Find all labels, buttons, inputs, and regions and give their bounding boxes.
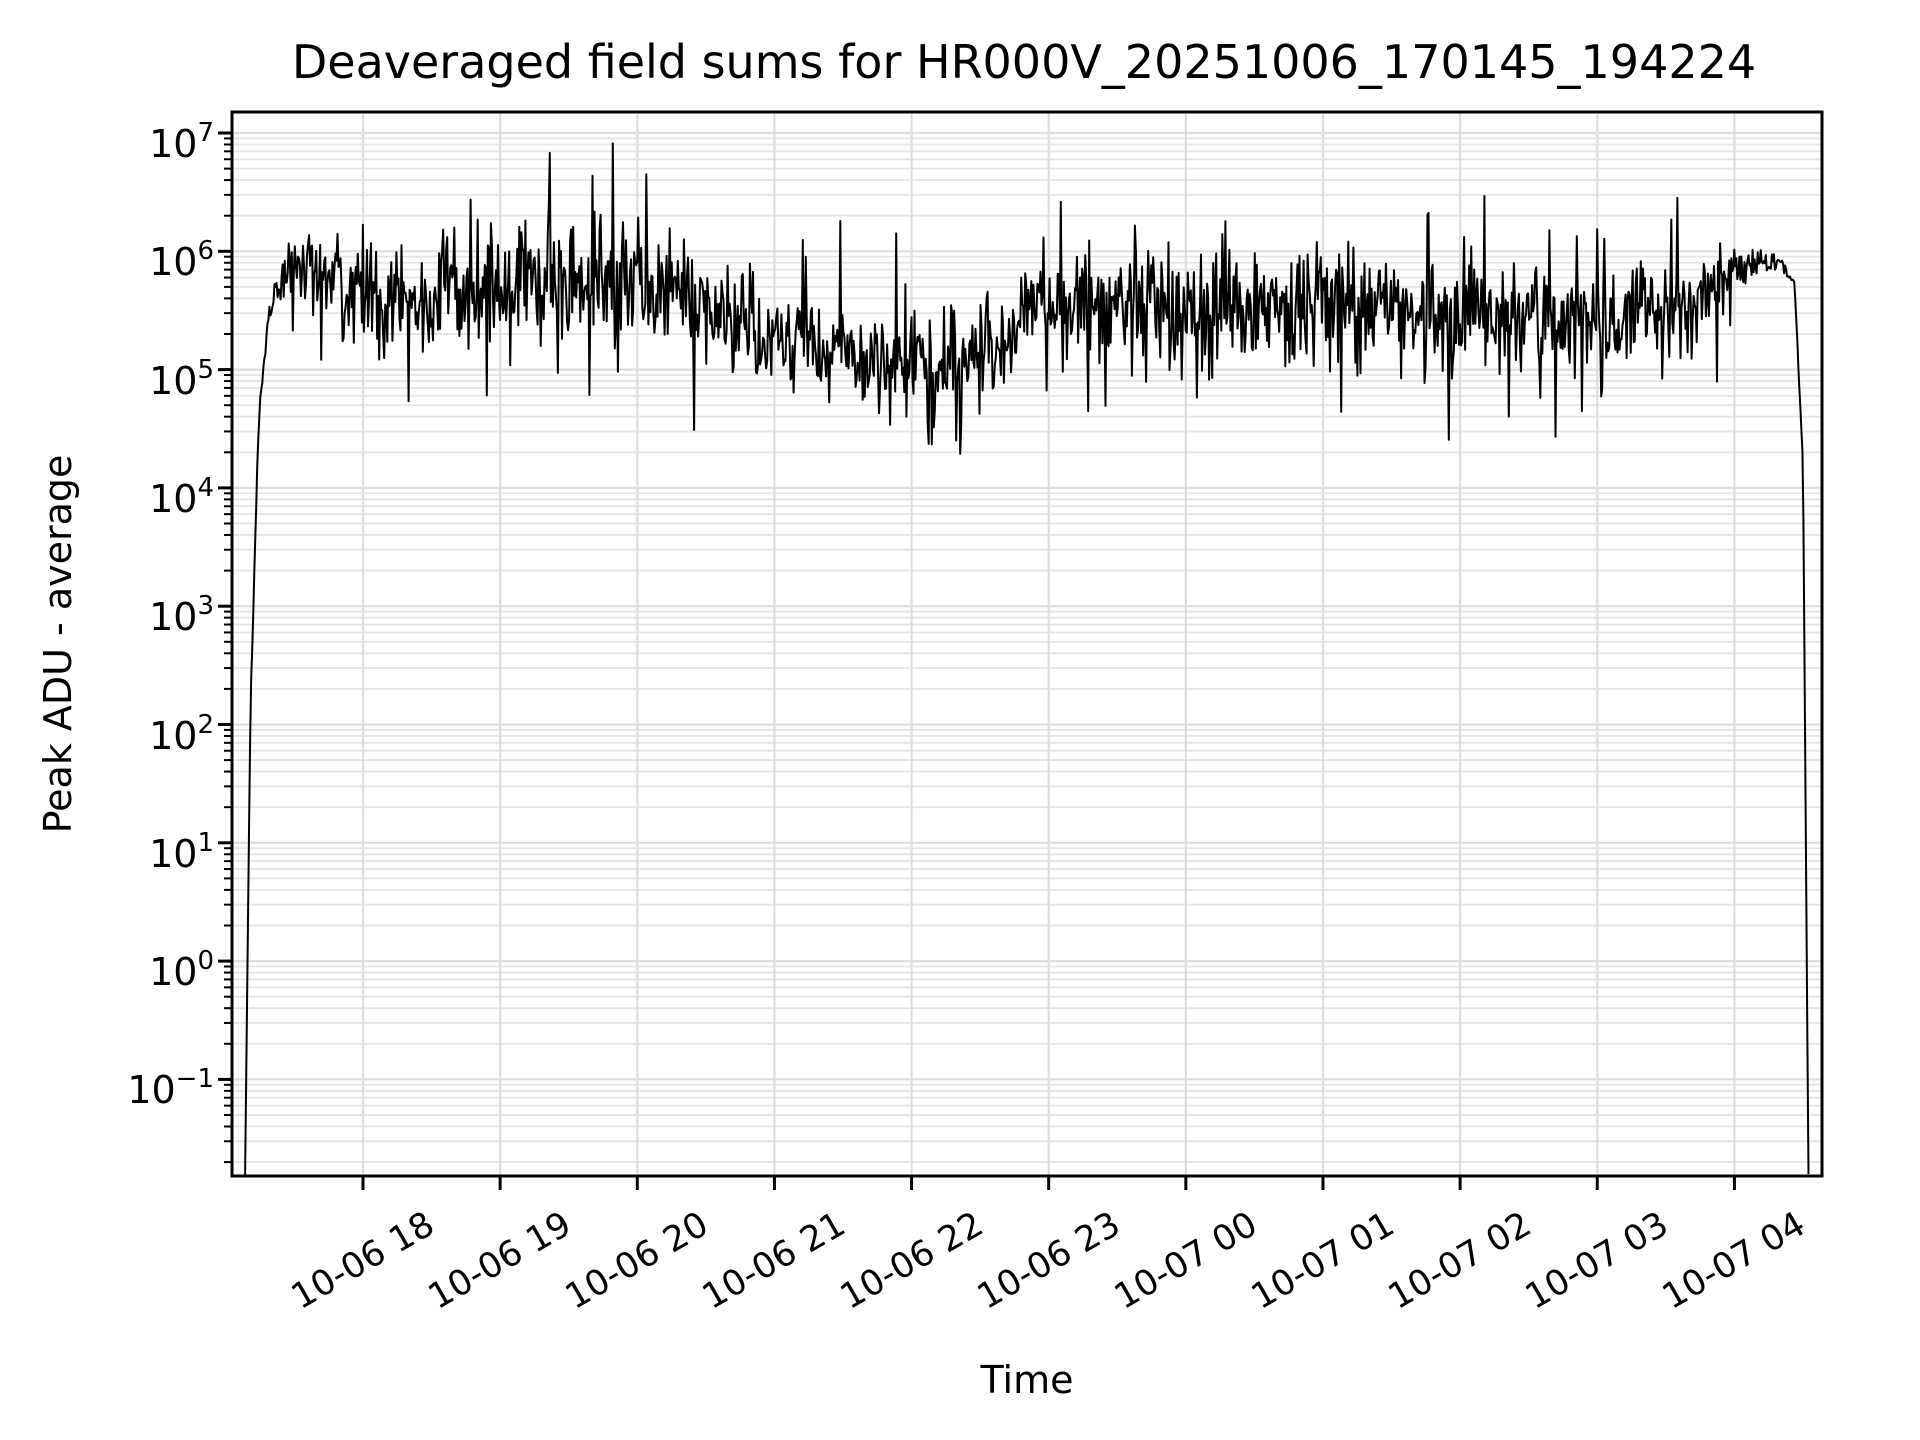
chart-title: Deaveraged field sums for HR000V_2025100… xyxy=(291,35,1757,89)
y-tick-label: 102 xyxy=(149,709,214,758)
data-series-line xyxy=(244,142,1810,1175)
y-tick-label: 106 xyxy=(149,236,214,285)
y-tick-label: 100 xyxy=(149,946,214,995)
y-tick-label: 103 xyxy=(149,591,214,640)
x-axis-label: Time xyxy=(980,1358,1074,1402)
y-tick-label: 107 xyxy=(149,118,214,166)
y-tick-label: 104 xyxy=(149,472,214,521)
axes-spines xyxy=(230,110,1824,1178)
y-tick-label: 105 xyxy=(149,354,214,403)
y-tick-label: 10−1 xyxy=(127,1064,214,1113)
y-tick-label: 101 xyxy=(149,827,214,876)
